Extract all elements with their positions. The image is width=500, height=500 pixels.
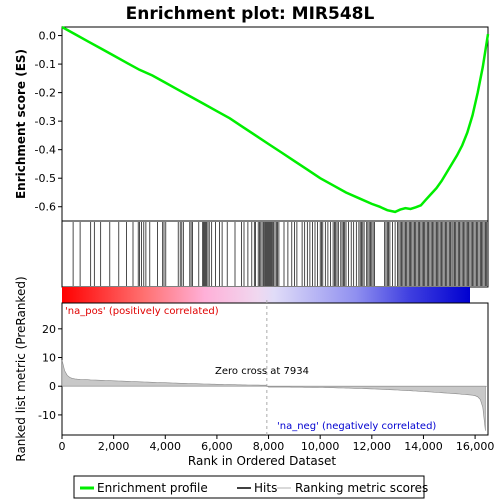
metric-y-tick-label: 20 — [42, 323, 56, 336]
x-tick-label: 10,000 — [301, 440, 340, 453]
chart-title: Enrichment plot: MIR548L — [126, 4, 375, 24]
es-y-tick-label: -0.1 — [35, 58, 56, 71]
ranking-color-bar — [62, 287, 470, 303]
es-y-axis: 0.0 -0.1 -0.2 -0.3 -0.4 -0.5 -0.6 — [35, 30, 62, 214]
es-y-label: Enrichment score (ES) — [14, 49, 28, 199]
legend-item-metric: Ranking metric scores — [295, 481, 428, 495]
es-y-tick-label: 0.0 — [39, 30, 57, 43]
x-tick-label: 0 — [59, 440, 66, 453]
es-y-tick-label: -0.6 — [35, 201, 56, 214]
x-tick-label: 12,000 — [353, 440, 392, 453]
metric-y-tick-label: -10 — [38, 409, 56, 422]
zero-cross-label: Zero cross at 7934 — [215, 366, 309, 377]
x-tick-label: 8,000 — [253, 440, 285, 453]
x-tick-label: 4,000 — [150, 440, 182, 453]
metric-y-tick-label: 10 — [42, 352, 56, 365]
x-tick-label: 16,000 — [456, 440, 495, 453]
neg-label: 'na_neg' (negatively correlated) — [277, 421, 436, 432]
metric-y-tick-label: 0 — [49, 380, 56, 393]
es-y-tick-label: -0.3 — [35, 115, 56, 128]
legend-item-profile: Enrichment profile — [97, 481, 208, 495]
x-axis-label: Rank in Ordered Dataset — [188, 454, 336, 468]
es-y-tick-label: -0.4 — [35, 144, 56, 157]
x-axis: 0 2,000 4,000 6,000 8,000 10,000 12,000 14,000 1… — [59, 435, 495, 453]
x-tick-label: 6,000 — [201, 440, 233, 453]
es-plot-area — [62, 27, 488, 221]
es-y-tick-label: -0.2 — [35, 87, 56, 100]
metric-y-label: Ranked list metric (PreRanked) — [14, 276, 28, 461]
pos-label: 'na_pos' (positively correlated) — [65, 306, 219, 317]
legend-item-hits: Hits — [254, 481, 277, 495]
x-tick-label: 2,000 — [98, 440, 130, 453]
metric-y-axis: 20 10 0 -10 — [38, 323, 62, 422]
es-y-tick-label: -0.5 — [35, 172, 56, 185]
x-tick-label: 14,000 — [404, 440, 443, 453]
